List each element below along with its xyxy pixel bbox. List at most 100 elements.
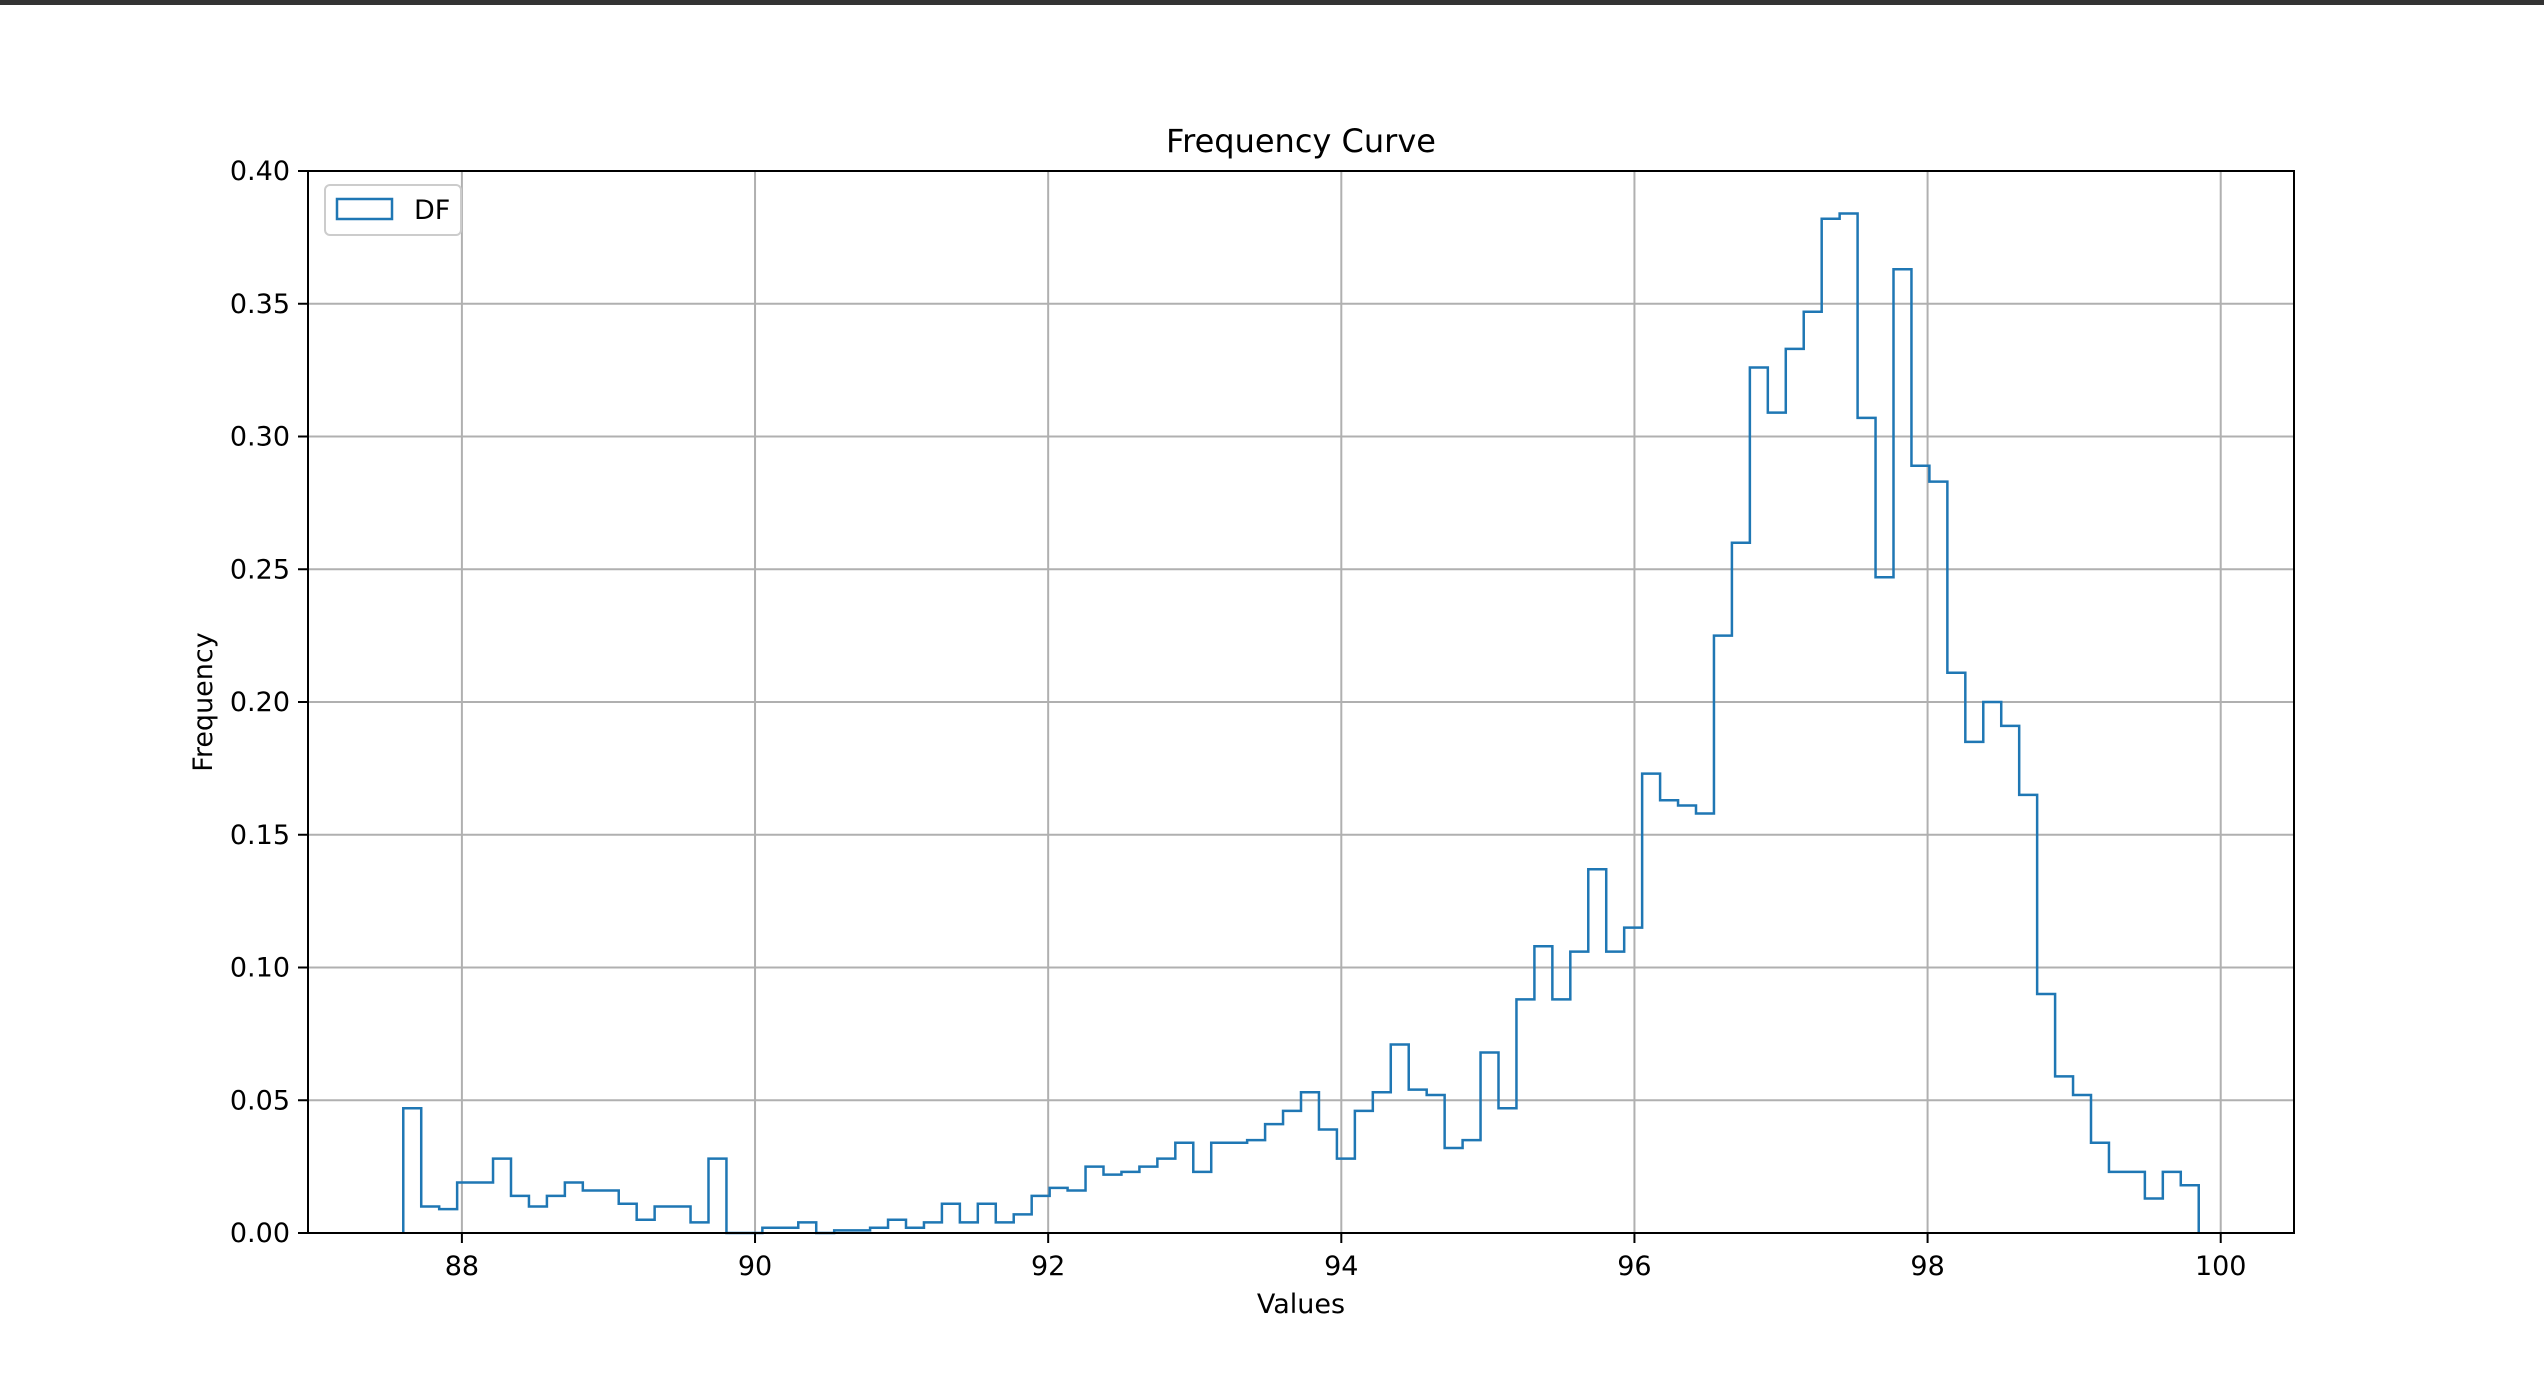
histogram-bin <box>924 1222 942 1233</box>
histogram-bin <box>1534 946 1552 1233</box>
y-tick-label: 0.20 <box>230 687 290 718</box>
histogram-bin <box>1481 1052 1499 1233</box>
histogram-bin <box>2037 994 2055 1233</box>
y-tick-label: 0.30 <box>230 422 290 453</box>
histogram-bin <box>1696 814 1714 1233</box>
histogram-bin <box>1750 367 1768 1233</box>
histogram-step-line <box>402 212 2200 1235</box>
histogram-bin <box>960 1222 978 1233</box>
histogram-bin <box>1947 673 1965 1233</box>
histogram-bin <box>1139 1167 1157 1233</box>
histogram-bin <box>1965 742 1983 1233</box>
axis-ticks: 88 90 92 94 96 98 100 0.00 0.05 0.10 0.15 0.20 0.25 0… <box>230 156 2247 1282</box>
histogram-bin <box>583 1191 601 1233</box>
histogram-bin <box>1247 1140 1265 1233</box>
histogram-bin <box>1894 269 1912 1233</box>
histogram-bin <box>1840 213 1858 1233</box>
histogram-bin <box>637 1220 655 1233</box>
y-tick-label: 0.00 <box>230 1218 290 1249</box>
histogram-bin <box>1265 1124 1283 1233</box>
histogram-bin <box>673 1206 691 1233</box>
y-axis-label: Frequency <box>188 632 219 772</box>
histogram-bin <box>2181 1185 2199 1233</box>
histogram-bin <box>1822 219 1840 1233</box>
histogram-bin <box>2001 726 2019 1233</box>
histogram-bin <box>457 1183 475 1233</box>
histogram-bin <box>1983 702 2001 1233</box>
histogram-bin <box>2145 1198 2163 1233</box>
histogram-bin <box>1409 1090 1427 1233</box>
histogram-bin <box>1516 999 1534 1233</box>
histogram-bin <box>1193 1172 1211 1233</box>
histogram-bin <box>1121 1172 1139 1233</box>
histogram-bin <box>439 1209 457 1233</box>
histogram-bin <box>691 1222 709 1233</box>
histogram-bin <box>1660 800 1678 1233</box>
histogram-bin <box>565 1183 583 1233</box>
histogram-bin <box>619 1204 637 1233</box>
histogram-bin <box>996 1222 1014 1233</box>
histogram-bin <box>1211 1143 1229 1233</box>
x-tick-label: 88 <box>445 1251 479 1282</box>
histogram-bin <box>1373 1092 1391 1233</box>
histogram-bin <box>2163 1172 2181 1233</box>
histogram-bin <box>1103 1175 1121 1233</box>
legend[interactable]: DF <box>324 184 462 236</box>
histogram-bin <box>1588 869 1606 1233</box>
histogram-bin <box>1175 1143 1193 1233</box>
histogram-bin <box>2091 1143 2109 1233</box>
histogram-bin <box>1732 543 1750 1233</box>
histogram-bin <box>2073 1095 2091 1233</box>
histogram-bin <box>1445 1148 1463 1233</box>
histogram-bin <box>1876 577 1894 1233</box>
histogram-bin <box>1768 413 1786 1233</box>
histogram-bin <box>1229 1143 1247 1233</box>
histogram-bin <box>511 1196 529 1233</box>
histogram-bin <box>1301 1092 1319 1233</box>
histogram-bin <box>942 1204 960 1233</box>
histogram-bin <box>1804 312 1822 1233</box>
y-tick-label: 0.40 <box>230 156 290 187</box>
histogram-bin <box>978 1204 996 1233</box>
histogram-bin <box>475 1183 493 1233</box>
x-axis-label: Values <box>1257 1289 1345 1320</box>
histogram-bin <box>601 1191 619 1233</box>
x-tick-label: 92 <box>1031 1251 1065 1282</box>
histogram-bin <box>1427 1095 1445 1233</box>
histogram-bin <box>1050 1188 1068 1233</box>
histogram-bin <box>493 1159 511 1233</box>
legend-label-df: DF <box>414 195 450 226</box>
histogram-bin <box>2019 795 2037 1233</box>
legend-swatch-df <box>335 197 394 221</box>
histogram-bin <box>1642 774 1660 1233</box>
x-tick-label: 96 <box>1617 1251 1651 1282</box>
histogram-bin <box>1499 1108 1517 1233</box>
histogram-bin <box>1337 1159 1355 1233</box>
y-tick-label: 0.35 <box>230 289 290 320</box>
x-tick-label: 100 <box>2195 1251 2247 1282</box>
y-tick-label: 0.10 <box>230 953 290 984</box>
y-tick-label: 0.05 <box>230 1085 290 1116</box>
histogram-bin <box>2109 1172 2127 1233</box>
histogram-bin <box>1014 1214 1032 1233</box>
histogram-bin <box>529 1206 547 1233</box>
histogram-bin <box>1032 1196 1050 1233</box>
histogram-bin <box>1858 418 1876 1233</box>
histogram-bin <box>1086 1167 1104 1233</box>
histogram-bin <box>1606 952 1624 1233</box>
y-tick-label: 0.15 <box>230 820 290 851</box>
histogram-bin <box>421 1206 439 1233</box>
x-tick-label: 94 <box>1324 1251 1358 1282</box>
histogram-bin <box>1911 466 1929 1233</box>
x-tick-label: 98 <box>1910 1251 1944 1282</box>
histogram-bin <box>1463 1140 1481 1233</box>
histogram-bin <box>1552 999 1570 1233</box>
histogram-bin <box>1929 482 1947 1233</box>
histogram-bin <box>1319 1129 1337 1233</box>
histogram-bin <box>1714 636 1732 1233</box>
histogram-bin <box>1283 1111 1301 1233</box>
histogram-bin <box>1068 1191 1086 1233</box>
histogram-bin <box>2055 1076 2073 1233</box>
histogram-bin <box>1678 806 1696 1233</box>
